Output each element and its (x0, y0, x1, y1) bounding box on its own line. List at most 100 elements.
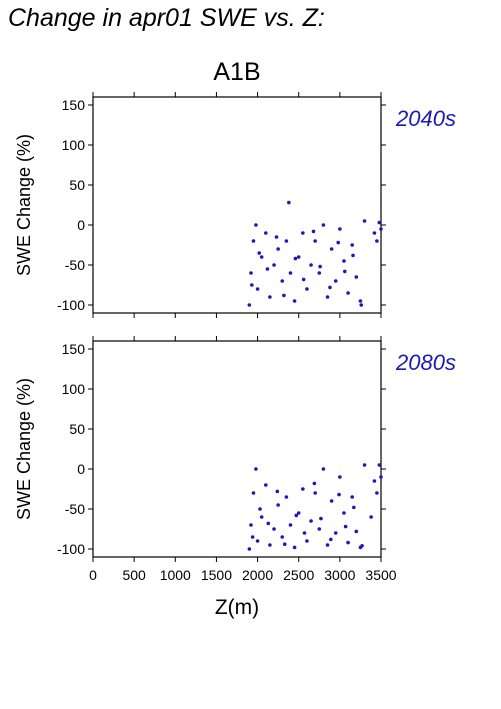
data-point (254, 467, 258, 471)
data-point (362, 463, 367, 467)
data-point (265, 267, 270, 271)
data-point (249, 523, 253, 527)
data-point (329, 499, 334, 503)
data-point (284, 239, 289, 243)
y-tick-label: 100 (62, 137, 86, 153)
data-point (325, 543, 330, 547)
data-point (333, 531, 338, 535)
data-point (288, 271, 293, 275)
data-point (342, 259, 346, 263)
data-point (354, 529, 359, 534)
data-point (247, 303, 252, 307)
data-point (296, 511, 301, 515)
data-point (313, 239, 317, 243)
data-point (350, 495, 355, 499)
data-point (255, 287, 260, 291)
data-point (309, 519, 313, 523)
data-point (275, 489, 280, 494)
data-point (321, 223, 326, 227)
data-point (351, 253, 355, 258)
data-point (287, 200, 291, 205)
data-point (266, 521, 271, 526)
y-tick-label: 100 (62, 381, 86, 397)
x-tick-label: 3500 (365, 567, 396, 583)
y-tick-label: -100 (57, 297, 85, 313)
data-point (350, 243, 355, 247)
data-point (268, 543, 272, 547)
figure-title: Change in apr01 SWE vs. Z: (8, 4, 325, 32)
data-point (318, 264, 322, 269)
x-tick-label: 2000 (242, 567, 273, 583)
data-point (338, 227, 342, 231)
data-point (302, 531, 307, 535)
data-point (338, 475, 342, 479)
y-tick-label: -50 (65, 501, 85, 517)
data-point (321, 467, 326, 471)
data-point (309, 263, 313, 267)
x-axis-label: Z(m) (215, 596, 259, 619)
x-tick-label: 1000 (160, 567, 191, 583)
data-point (250, 283, 254, 287)
data-point (292, 299, 297, 303)
data-point (276, 503, 280, 507)
data-point (336, 240, 341, 245)
data-point (312, 481, 317, 486)
plot-frame (92, 96, 382, 314)
data-point (284, 495, 289, 499)
data-point (369, 515, 373, 519)
data-point (264, 231, 268, 235)
data-point (342, 511, 346, 515)
data-point (375, 491, 379, 495)
data-point (292, 545, 297, 550)
data-point (379, 227, 383, 231)
data-point (333, 279, 338, 283)
data-point (337, 492, 341, 497)
data-point (259, 515, 264, 519)
data-point (328, 285, 332, 290)
data-point (301, 277, 306, 282)
data-point (276, 247, 280, 251)
data-point (375, 239, 379, 243)
data-point (258, 507, 262, 511)
data-point (346, 540, 350, 545)
y-tick-label: 0 (77, 217, 85, 233)
data-point (249, 271, 253, 275)
y-tick-label: -100 (57, 541, 85, 557)
data-point (251, 239, 256, 243)
data-point (259, 255, 264, 259)
data-point (288, 523, 293, 527)
y-axis-label: SWE Change (%) (14, 378, 34, 520)
data-point (280, 535, 285, 539)
data-point (282, 293, 286, 298)
data-point (272, 527, 276, 531)
data-point (272, 263, 276, 267)
data-point (372, 231, 377, 235)
data-point (282, 542, 287, 546)
x-tick-label: 2500 (283, 567, 314, 583)
scatter-panel-2040s: -100 -50 0 50 100 150 SWE Change (%) 2040s (14, 92, 456, 318)
data-point (346, 291, 350, 295)
data-point (377, 220, 382, 225)
data-point (264, 483, 268, 487)
data-point (329, 247, 334, 251)
y-tick-label: 50 (69, 421, 85, 437)
scenario-title: A1B (213, 58, 260, 86)
data-point (280, 279, 285, 283)
data-point (247, 547, 252, 551)
plot-frame (92, 340, 382, 558)
data-point (317, 527, 322, 531)
data-point (305, 539, 309, 543)
data-point (317, 271, 322, 275)
data-point (301, 487, 305, 491)
data-point (362, 219, 367, 223)
y-tick-label: 150 (62, 97, 86, 113)
data-point (254, 223, 258, 227)
x-tick-label: 1500 (201, 567, 232, 583)
data-point (301, 231, 305, 235)
x-tick-label: 500 (122, 567, 146, 583)
data-point (359, 303, 364, 307)
data-point (319, 516, 323, 521)
data-point (372, 479, 377, 483)
